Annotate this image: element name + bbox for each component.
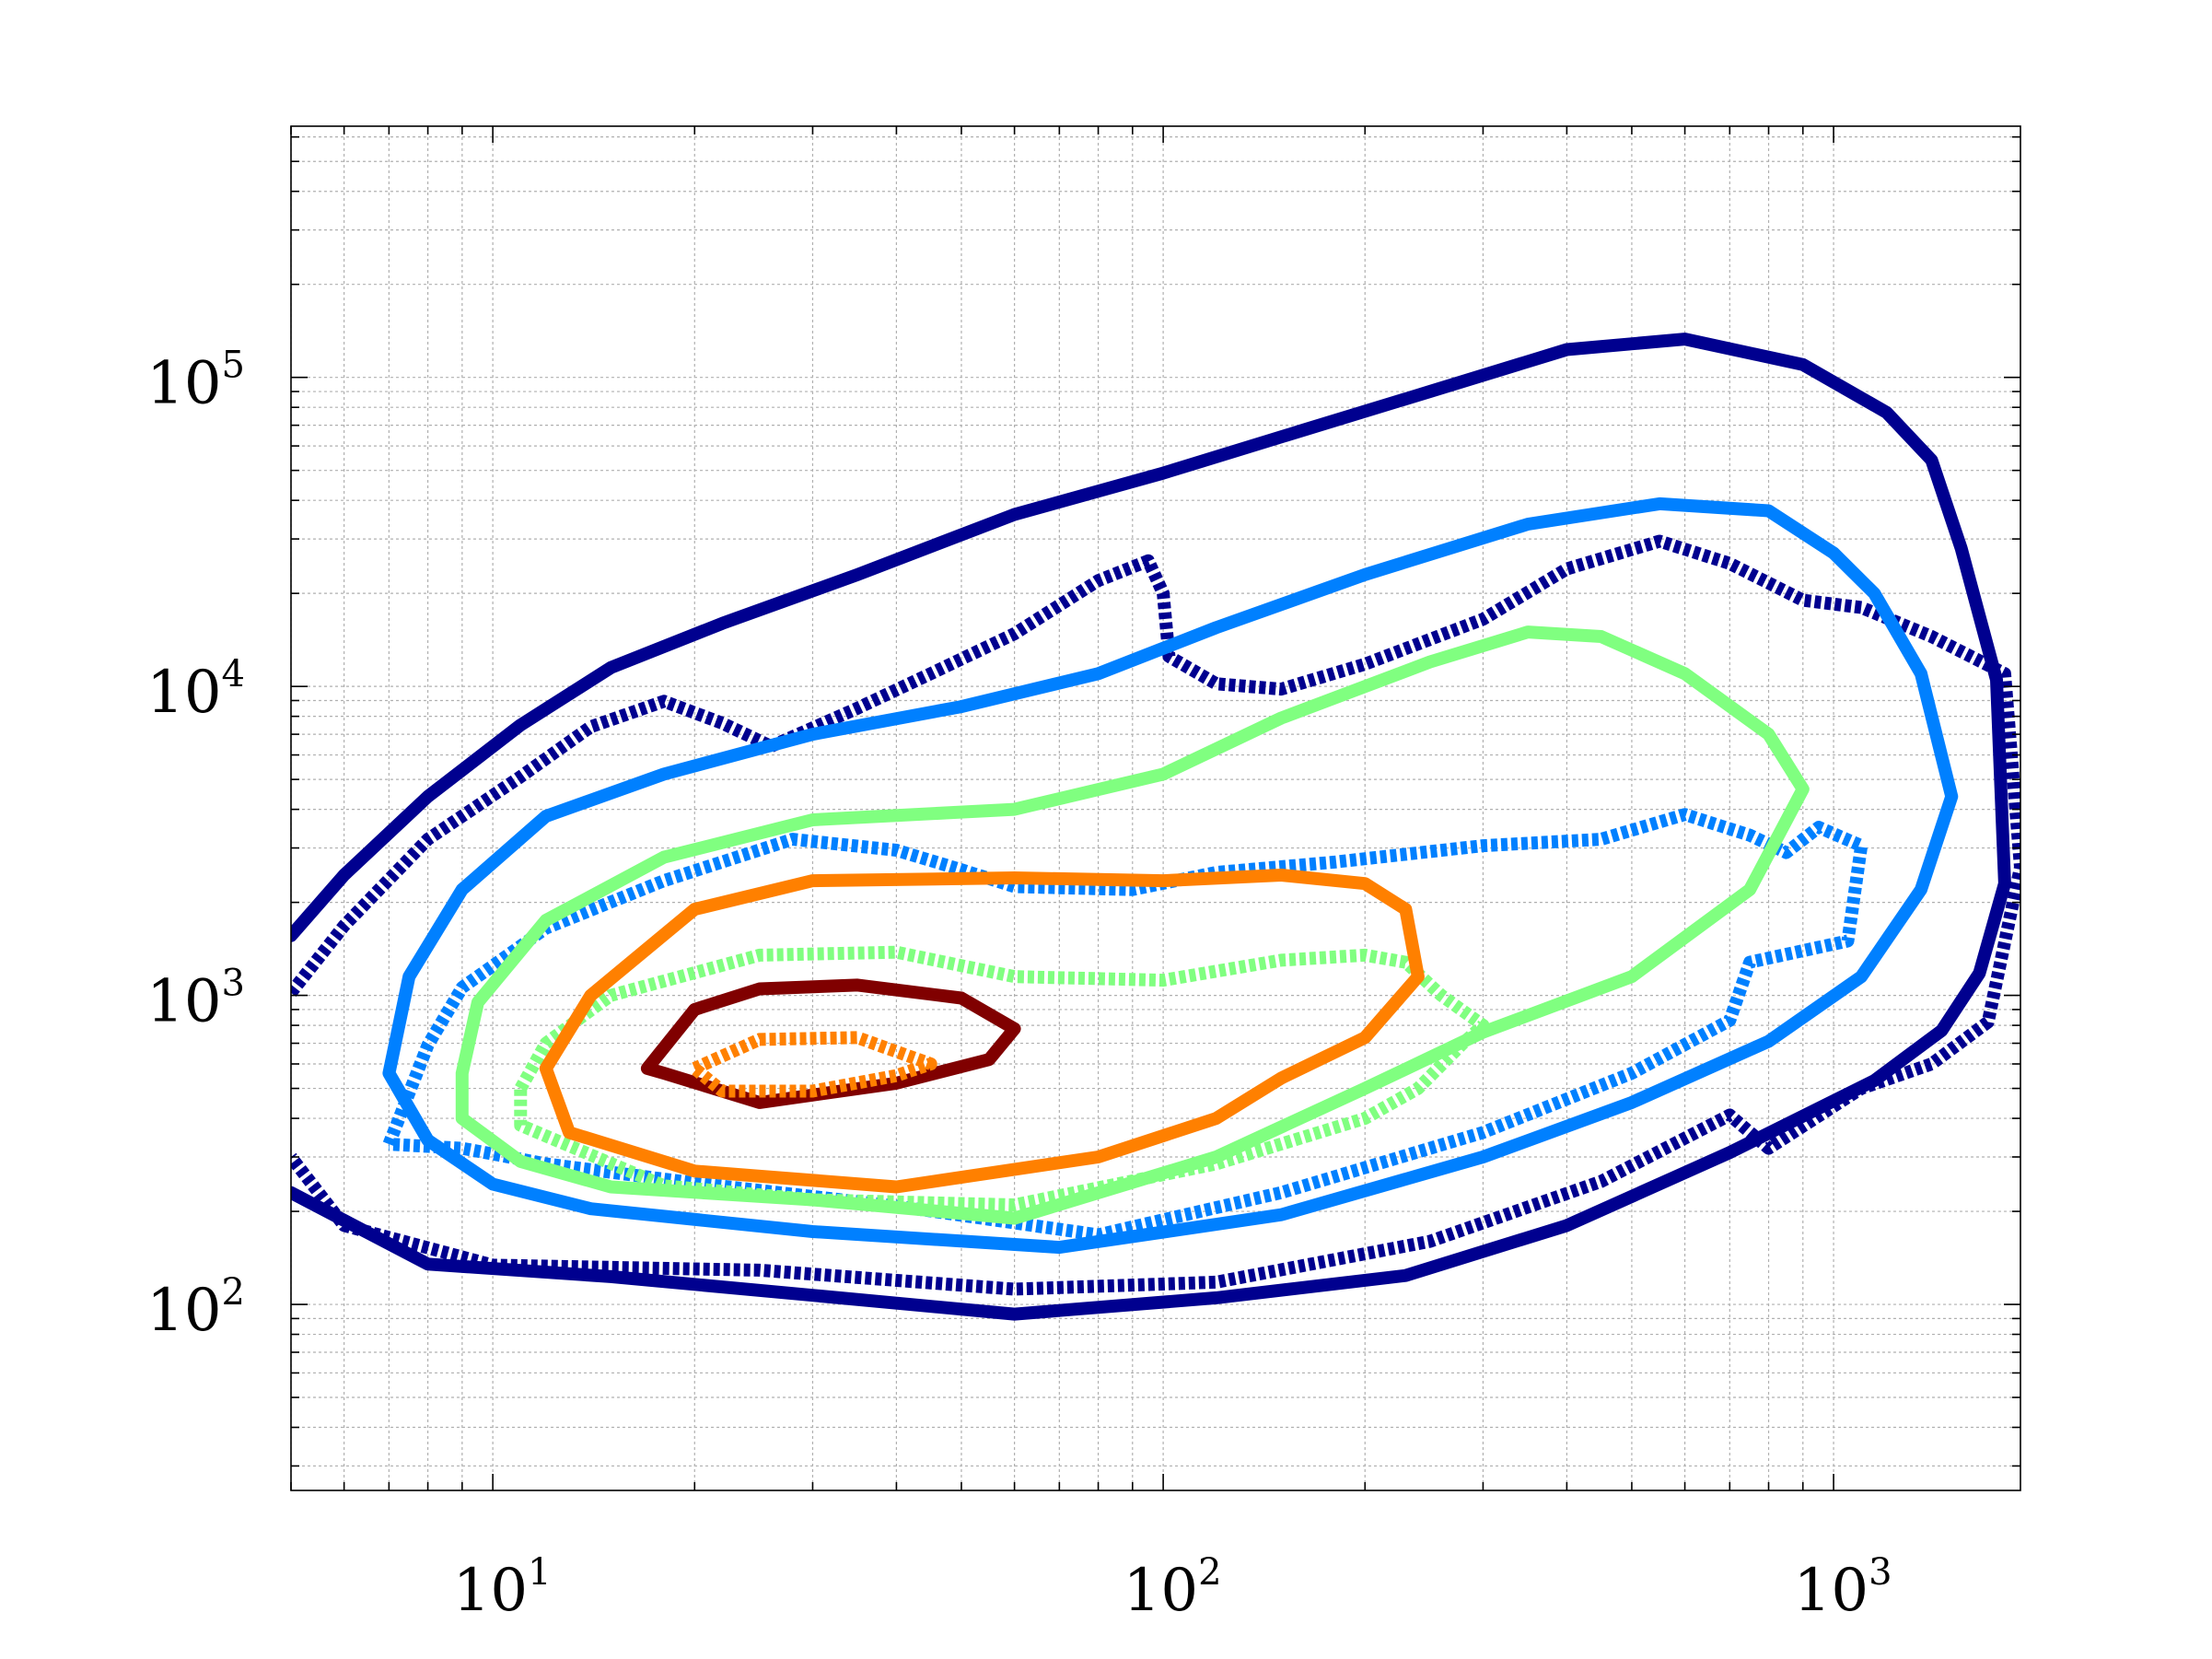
contour-series <box>291 333 2020 1321</box>
contour-line-1 <box>291 333 2011 1321</box>
y-tick-label: 105 <box>146 345 245 418</box>
contour-line-9 <box>690 1031 937 1098</box>
x-tick-label: 103 <box>1794 1551 1892 1625</box>
contour-line-3 <box>382 497 1959 1255</box>
contour-line-6 <box>514 945 1490 1211</box>
y-tick-label: 104 <box>146 653 245 727</box>
grid <box>290 126 2020 1490</box>
tick-labels: 101 102 103 102 103 104 105 <box>146 345 1892 1625</box>
contour-line-7 <box>539 869 1425 1194</box>
contour-line-4 <box>382 808 1869 1242</box>
y-tick-label: 102 <box>146 1271 245 1345</box>
plot-frame <box>290 125 2021 1491</box>
x-tick-label: 102 <box>1123 1551 1222 1625</box>
axis-ticks <box>290 126 2020 1490</box>
contour-line-2 <box>291 534 2020 1296</box>
contour-line-5 <box>455 625 1810 1225</box>
y-tick-label: 103 <box>146 963 245 1036</box>
x-tick-label: 101 <box>453 1551 552 1625</box>
contour-line-8 <box>640 978 1021 1109</box>
